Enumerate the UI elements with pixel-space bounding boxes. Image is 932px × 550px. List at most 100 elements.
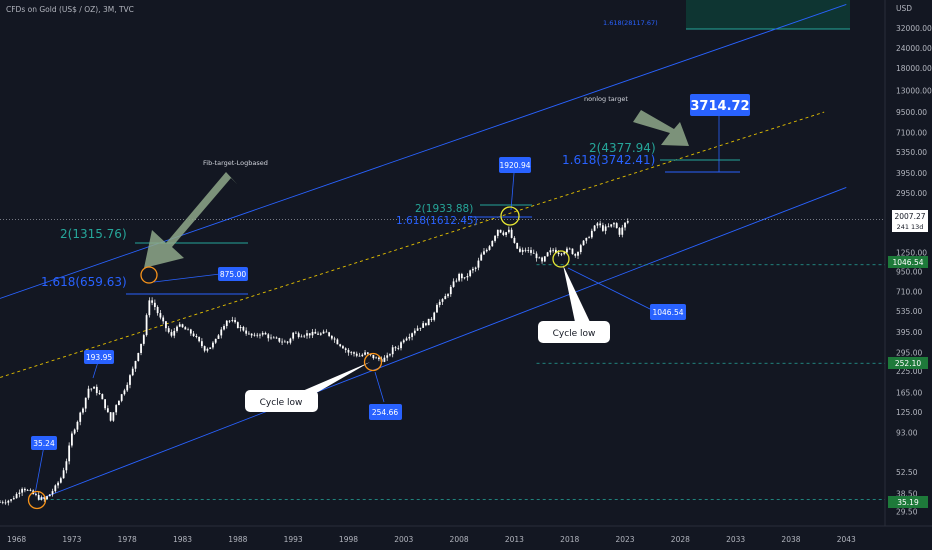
candle-body-196 bbox=[541, 257, 543, 262]
candle-body-92 bbox=[253, 334, 256, 336]
candle-body-78 bbox=[214, 338, 217, 343]
candle-body-105 bbox=[289, 338, 292, 343]
candle-body-223 bbox=[615, 223, 618, 229]
candle-body-89 bbox=[245, 330, 248, 334]
candle-body-158 bbox=[436, 304, 438, 313]
candle-body-173 bbox=[477, 260, 480, 268]
svg-text:35.19: 35.19 bbox=[897, 498, 919, 507]
candle-body-93 bbox=[256, 334, 259, 336]
candle-body-219 bbox=[604, 226, 607, 231]
y-tick-3: 13000.00 bbox=[896, 86, 932, 95]
svg-text:3714.72: 3714.72 bbox=[690, 99, 749, 114]
candle-body-119 bbox=[328, 332, 331, 336]
candle-body-99 bbox=[272, 337, 275, 339]
candle-body-110 bbox=[303, 335, 306, 337]
candle-body-11 bbox=[29, 489, 32, 491]
y-tick-7: 3950.00 bbox=[896, 169, 927, 178]
candle-body-220 bbox=[607, 226, 610, 228]
candle-body-202 bbox=[557, 252, 560, 254]
candle-body-51 bbox=[140, 343, 142, 353]
candle-body-147 bbox=[405, 338, 408, 341]
candle-body-142 bbox=[391, 347, 394, 355]
candle-body-209 bbox=[577, 252, 579, 256]
candle-body-41 bbox=[112, 412, 115, 421]
candle-body-167 bbox=[460, 273, 463, 279]
candle-body-82 bbox=[225, 320, 228, 327]
candle-body-83 bbox=[228, 320, 231, 322]
x-tick-9: 2013 bbox=[505, 535, 524, 544]
candle-body-53 bbox=[145, 315, 148, 336]
candle-body-135 bbox=[372, 354, 375, 359]
candle-body-166 bbox=[458, 273, 460, 281]
marker-circles bbox=[27, 206, 570, 510]
candle-body-227 bbox=[626, 221, 629, 223]
cycle-low-callout-2: Cycle low bbox=[538, 265, 610, 343]
candles bbox=[0, 218, 629, 506]
candle-body-140 bbox=[386, 355, 389, 358]
candle-body-215 bbox=[593, 225, 596, 231]
candle-body-132 bbox=[364, 352, 366, 355]
candle-body-155 bbox=[427, 318, 430, 326]
candle-body-205 bbox=[566, 248, 568, 253]
circle-2011-icon bbox=[500, 206, 520, 226]
time-axis: 1968 1973 1978 1983 1988 1993 1998 2003 2008 2013… bbox=[7, 535, 856, 544]
fib-nonlog-2: 2(4377.94) bbox=[589, 141, 656, 155]
candle-body-43 bbox=[118, 400, 120, 406]
candle-body-4 bbox=[10, 499, 12, 501]
candle-body-76 bbox=[209, 347, 212, 349]
candle-body-150 bbox=[413, 330, 416, 334]
fib-nonlog-1618: 1.618(3742.41) bbox=[562, 153, 655, 167]
candle-body-218 bbox=[602, 225, 604, 231]
svg-text:193.95: 193.95 bbox=[86, 353, 112, 362]
candle-body-144 bbox=[397, 348, 400, 349]
y-tick-17: 165.00 bbox=[896, 389, 922, 398]
candle-body-162 bbox=[447, 294, 449, 297]
candle-body-112 bbox=[308, 333, 311, 336]
candle-body-153 bbox=[422, 323, 425, 328]
candle-body-221 bbox=[610, 224, 613, 227]
candle-body-123 bbox=[339, 344, 342, 347]
fib-1980-1618: 1.618(659.63) bbox=[41, 275, 127, 289]
candle-body-133 bbox=[366, 352, 369, 354]
candle-body-94 bbox=[259, 334, 261, 336]
candle-body-80 bbox=[220, 329, 223, 336]
candle-body-32 bbox=[87, 388, 90, 398]
y-tick-11: 950.00 bbox=[896, 267, 922, 276]
candle-body-58 bbox=[159, 313, 162, 318]
candle-body-31 bbox=[84, 397, 87, 409]
candle-body-72 bbox=[198, 337, 201, 342]
y-tick-2: 18000.00 bbox=[896, 64, 932, 73]
candle-body-157 bbox=[433, 312, 436, 320]
horizontal-levels bbox=[0, 219, 885, 500]
price-axis: 32000.00 24000.00 18000.00 13000.00 9500.00 7… bbox=[896, 24, 932, 517]
x-tick-0: 1968 bbox=[7, 535, 26, 544]
candle-body-81 bbox=[223, 326, 225, 330]
candle-body-131 bbox=[361, 354, 364, 357]
channel-lower bbox=[38, 186, 847, 500]
candle-body-73 bbox=[200, 341, 203, 347]
circle-1980-icon bbox=[140, 266, 158, 284]
level-tag-252: 252.10 bbox=[888, 357, 928, 369]
candle-body-120 bbox=[330, 335, 333, 339]
y-tick-15: 295.00 bbox=[896, 348, 922, 357]
candle-body-0 bbox=[0, 501, 1, 503]
candle-body-75 bbox=[206, 348, 209, 351]
candle-body-28 bbox=[76, 421, 79, 430]
candle-body-24 bbox=[65, 461, 68, 471]
candle-body-15 bbox=[40, 497, 43, 500]
x-tick-15: 2043 bbox=[837, 535, 856, 544]
candle-body-194 bbox=[535, 253, 538, 259]
label-connectors bbox=[34, 114, 720, 495]
candle-body-126 bbox=[347, 349, 350, 353]
fib-2011-1618: 1.618(1612.45) bbox=[396, 215, 478, 227]
candle-body-210 bbox=[579, 245, 582, 253]
fib-1980-2: 2(1315.76) bbox=[60, 227, 127, 241]
candle-body-130 bbox=[358, 355, 361, 357]
candle-body-145 bbox=[400, 342, 402, 349]
candle-body-176 bbox=[485, 249, 488, 252]
candle-body-6 bbox=[15, 493, 18, 499]
candle-body-48 bbox=[131, 368, 134, 376]
candle-body-171 bbox=[472, 268, 474, 271]
candle-body-39 bbox=[106, 408, 109, 413]
candle-body-190 bbox=[524, 249, 527, 251]
